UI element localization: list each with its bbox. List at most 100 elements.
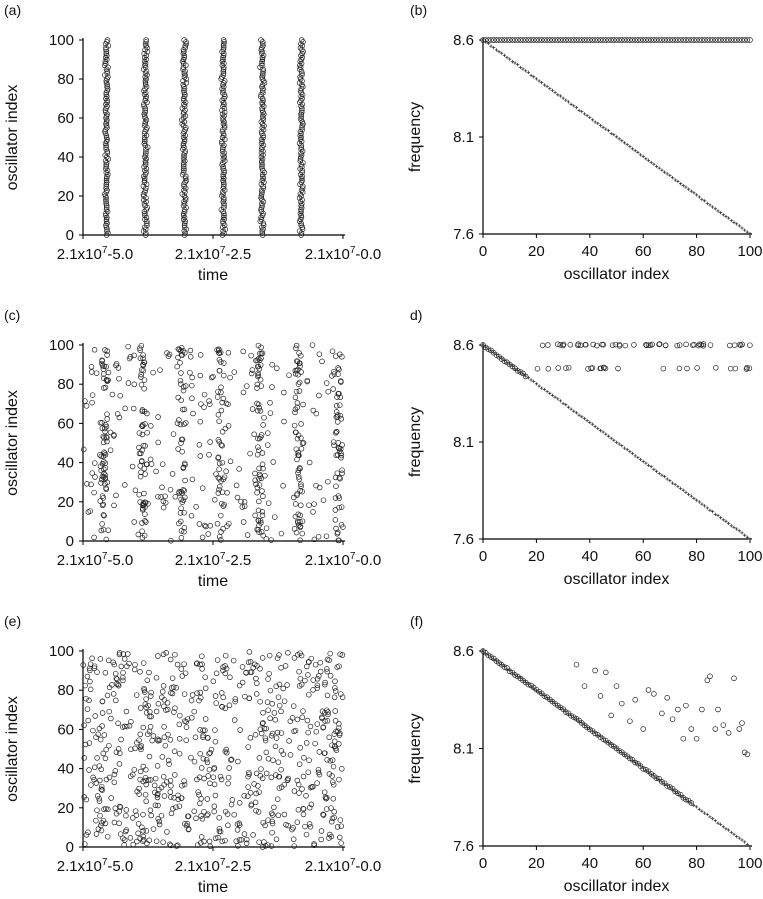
data-point <box>181 165 187 172</box>
data-point <box>549 37 556 43</box>
data-point <box>219 838 225 845</box>
data-point <box>292 409 298 416</box>
data-point <box>489 44 493 48</box>
data-point <box>205 773 211 779</box>
data-point <box>620 139 624 143</box>
data-point <box>111 433 117 439</box>
data-point <box>260 175 266 182</box>
data-point <box>81 446 87 453</box>
data-point <box>189 692 196 698</box>
data-point <box>180 164 187 170</box>
data-point <box>144 677 151 684</box>
data-point <box>287 752 294 758</box>
data-point <box>202 674 208 680</box>
data-point <box>156 821 163 828</box>
data-point <box>285 650 291 656</box>
data-point <box>276 785 283 791</box>
data-point <box>102 670 109 676</box>
data-point <box>684 185 688 189</box>
data-point <box>497 50 501 54</box>
data-point <box>161 781 167 788</box>
data-point <box>300 183 306 190</box>
tick-label: 8.1 <box>453 434 474 451</box>
data-point <box>340 524 346 530</box>
data-point <box>91 534 97 541</box>
data-point <box>707 342 714 348</box>
data-point <box>98 467 104 474</box>
data-point <box>220 72 227 78</box>
data-point <box>260 115 266 121</box>
data-point <box>103 47 109 53</box>
data-point <box>181 661 187 667</box>
data-point <box>155 736 161 743</box>
data-point <box>167 737 174 743</box>
data-point <box>299 226 306 232</box>
data-point <box>564 403 568 407</box>
data-point <box>257 773 264 779</box>
data-point <box>148 812 154 819</box>
data-point <box>298 483 304 490</box>
data-point <box>188 697 195 704</box>
data-point <box>644 157 648 161</box>
data-point <box>219 111 226 117</box>
data-point <box>320 812 327 818</box>
data-point <box>646 158 651 162</box>
data-point <box>160 683 167 689</box>
data-point <box>504 665 510 671</box>
data-point <box>606 129 611 133</box>
data-point <box>291 494 297 501</box>
data-point <box>220 664 226 670</box>
data-point <box>313 728 320 735</box>
data-point <box>257 666 263 672</box>
data-point <box>713 207 717 211</box>
data-point <box>645 687 652 693</box>
data-point <box>220 68 227 74</box>
data-point <box>118 736 124 743</box>
data-point <box>259 124 266 131</box>
data-point <box>81 722 87 729</box>
data-point <box>268 537 274 543</box>
data-point <box>305 769 312 775</box>
tick-label: 2.1x107-5.0 <box>57 551 133 569</box>
data-point <box>659 779 665 785</box>
data-point <box>143 710 150 716</box>
data-point <box>572 104 576 108</box>
data-point <box>136 444 142 451</box>
data-point <box>183 39 189 45</box>
data-point <box>259 162 265 168</box>
data-point <box>723 37 729 43</box>
data-point <box>259 224 265 230</box>
data-point <box>727 342 733 349</box>
data-point <box>111 661 118 668</box>
data-point <box>324 666 330 672</box>
data-point <box>227 674 233 681</box>
data-point <box>260 173 266 180</box>
data-point <box>299 488 305 495</box>
data-point <box>108 795 114 801</box>
data-point <box>216 486 222 493</box>
data-point <box>256 755 263 761</box>
data-point <box>612 438 616 442</box>
data-point <box>330 763 337 770</box>
data-point <box>597 37 604 43</box>
data-point <box>306 821 313 827</box>
data-point <box>715 706 721 713</box>
data-point <box>219 459 226 466</box>
data-point <box>104 84 110 90</box>
data-point <box>275 812 282 819</box>
data-point <box>247 790 254 796</box>
data-point <box>501 664 508 670</box>
data-point <box>215 412 222 418</box>
data-point <box>138 374 144 380</box>
data-point <box>273 836 280 843</box>
tick-label: 80 <box>688 855 705 872</box>
data-point <box>155 701 162 707</box>
data-point <box>228 757 234 763</box>
data-point <box>104 416 110 422</box>
data-point <box>103 91 110 98</box>
data-point <box>181 89 188 96</box>
data-point <box>337 834 343 841</box>
data-point <box>339 652 346 658</box>
data-point <box>534 77 538 81</box>
data-point <box>740 531 744 535</box>
